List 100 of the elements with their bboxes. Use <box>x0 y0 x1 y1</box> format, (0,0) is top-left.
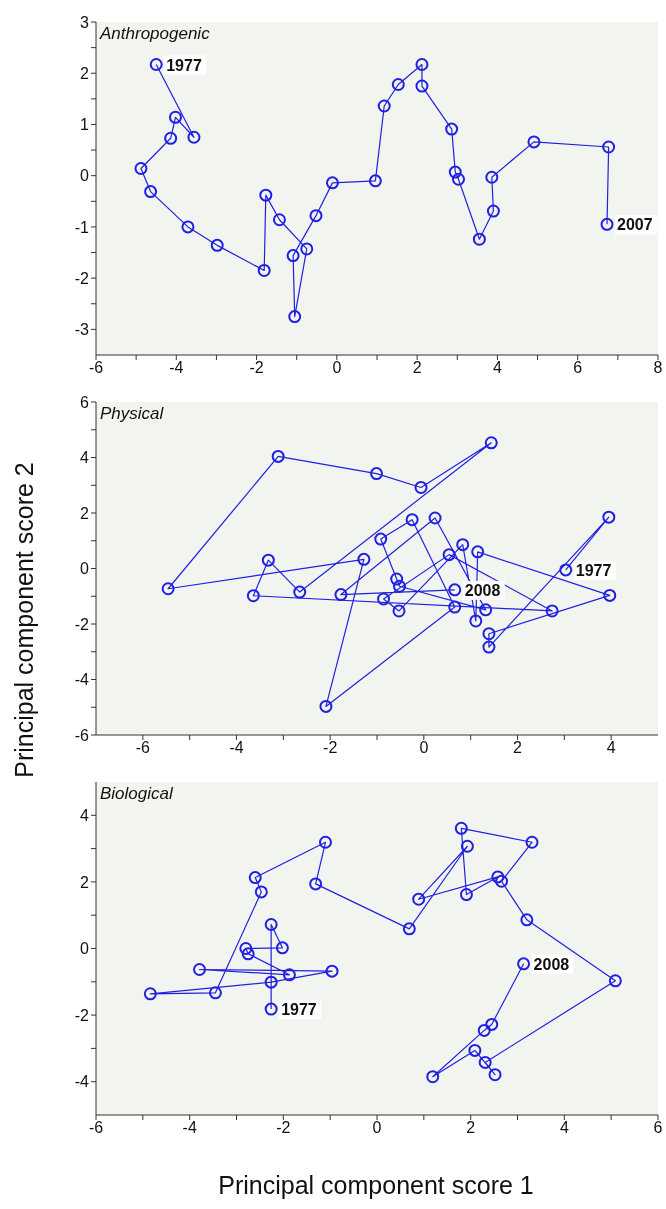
x-tick-label: -2 <box>249 359 264 377</box>
point <box>264 918 278 932</box>
point <box>471 545 485 559</box>
x-tick-label: -4 <box>182 1119 197 1137</box>
annotation: 2008 <box>464 581 501 599</box>
point <box>603 588 617 602</box>
point <box>164 131 178 145</box>
point <box>472 232 486 246</box>
point <box>405 513 419 527</box>
point <box>485 170 499 184</box>
x-tick-label: 4 <box>606 739 616 757</box>
point <box>319 699 333 713</box>
point <box>608 974 622 988</box>
annotation: 1977 <box>166 56 202 74</box>
point <box>602 510 616 524</box>
y-tick-label: 2 <box>80 504 90 522</box>
annotation: 2008 <box>533 955 570 973</box>
y-tick-label: -6 <box>74 726 90 744</box>
point <box>318 835 332 849</box>
point <box>187 130 201 144</box>
point <box>482 627 496 641</box>
x-axis-title: Principal component score 1 <box>218 1170 534 1200</box>
point <box>428 511 442 525</box>
point <box>261 553 275 567</box>
point <box>415 58 429 72</box>
point <box>460 839 474 853</box>
y-tick-label: -1 <box>74 218 90 236</box>
point <box>193 962 206 976</box>
point <box>602 140 616 154</box>
y-tick-label: 2 <box>80 873 90 891</box>
y-tick-label: 6 <box>80 393 90 411</box>
point <box>241 947 255 961</box>
point <box>545 604 559 618</box>
y-tick-label: 2 <box>80 64 90 82</box>
point <box>264 1002 278 1016</box>
point <box>264 975 278 989</box>
point <box>246 589 260 603</box>
annotation: 2007 <box>617 216 653 234</box>
x-tick-label: 0 <box>372 1119 382 1137</box>
point <box>392 579 406 593</box>
point <box>414 480 428 494</box>
x-tick-label: 2 <box>412 359 422 377</box>
point <box>357 552 371 566</box>
point <box>426 1070 440 1084</box>
point <box>445 122 459 136</box>
point <box>334 588 348 602</box>
point <box>482 640 496 654</box>
y-tick-label: 0 <box>80 940 90 958</box>
point <box>377 592 391 606</box>
point <box>254 885 268 899</box>
point <box>459 888 473 902</box>
y-tick-label: 4 <box>80 449 90 467</box>
point <box>325 964 339 978</box>
point <box>454 821 468 835</box>
point <box>390 572 404 586</box>
y-tick-label: -4 <box>74 671 90 689</box>
x-tick-label: 6 <box>573 359 583 377</box>
point <box>520 913 534 927</box>
y-tick-label: -2 <box>74 1006 90 1024</box>
point <box>259 188 273 202</box>
point <box>257 263 271 277</box>
point <box>239 942 253 955</box>
point <box>448 600 462 614</box>
point <box>286 249 300 263</box>
point <box>600 217 614 231</box>
y-tick-label: 4 <box>80 806 90 824</box>
y-tick-label: -2 <box>74 269 90 287</box>
chart-title: Physical <box>100 404 164 424</box>
x-tick-label: 2 <box>466 1119 476 1137</box>
point <box>495 874 509 888</box>
point <box>391 78 405 91</box>
x-tick-label: 6 <box>653 1119 663 1137</box>
point <box>517 957 531 971</box>
y-tick-label: -4 <box>74 1073 90 1091</box>
point <box>275 941 289 955</box>
point <box>377 99 391 113</box>
point <box>144 185 158 199</box>
y-tick-label: -2 <box>74 615 90 633</box>
point <box>469 614 483 628</box>
point <box>149 58 163 72</box>
point <box>491 870 505 884</box>
x-tick-label: -4 <box>229 739 244 757</box>
y-tick-label: 0 <box>80 167 90 185</box>
point <box>309 877 323 891</box>
y-tick-label: 3 <box>80 13 90 31</box>
x-tick-label: -6 <box>135 739 151 757</box>
point <box>309 209 323 223</box>
point <box>370 467 384 481</box>
point <box>300 242 314 256</box>
point <box>402 922 416 936</box>
point <box>456 538 470 552</box>
point <box>210 238 224 252</box>
y-axis-title: Principal component score 2 <box>9 462 39 778</box>
chart-title: Anthropogenic <box>100 24 210 44</box>
point <box>168 110 182 124</box>
chart-title: Biological <box>100 784 173 804</box>
point <box>293 585 307 599</box>
y-tick-label: 1 <box>80 116 90 134</box>
y-tick-label: -3 <box>74 321 90 339</box>
point <box>134 162 148 176</box>
